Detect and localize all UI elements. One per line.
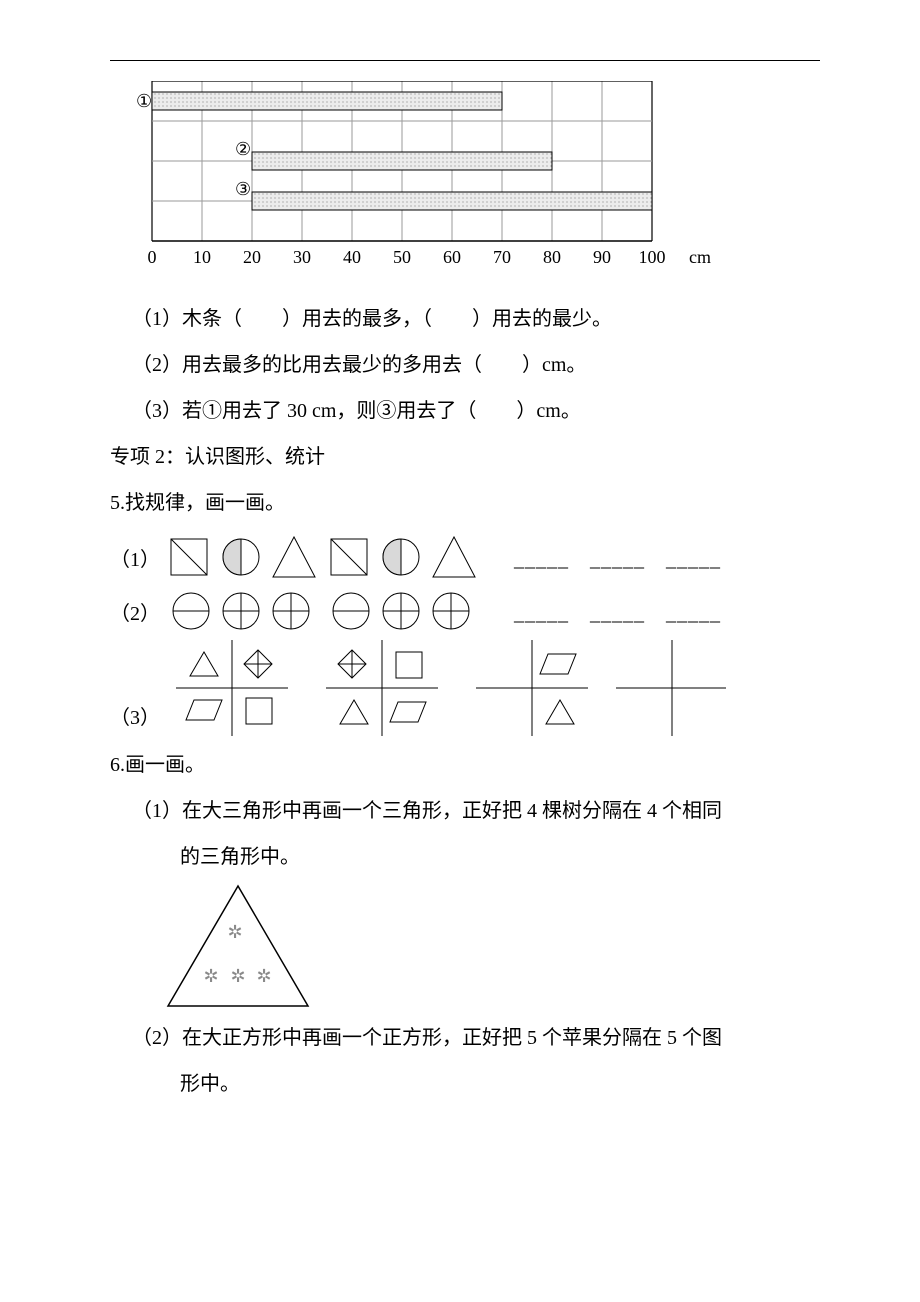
pattern-row-3: （3） — [110, 640, 820, 736]
tree-icon: ✲ — [256, 966, 271, 986]
tree-icon: ✲ — [203, 966, 218, 986]
pattern-1-label: （1） — [110, 543, 166, 572]
svg-text:40: 40 — [343, 247, 361, 267]
triangle-figure-svg: ✲ ✲ ✲ ✲ — [162, 880, 322, 1015]
pattern-3-label: （3） — [110, 701, 166, 736]
axis-tick-labels: 0 10 20 30 40 50 60 70 80 90 100 cm — [148, 247, 712, 267]
pattern-row-1: （1） _____ _____ _____ — [110, 532, 820, 582]
svg-text:60: 60 — [443, 247, 461, 267]
bar-chart-svg: ① ② ③ 0 10 20 30 40 50 60 70 80 90 100 c… — [122, 81, 722, 286]
question-4-3: （3）若①用去了 30 cm，则③用去了（ ）cm。 — [110, 388, 820, 434]
svg-text:20: 20 — [243, 247, 261, 267]
pattern-row-2: （2） _____ _____ _____ — [110, 588, 820, 634]
svg-text:50: 50 — [393, 247, 411, 267]
svg-text:30: 30 — [293, 247, 311, 267]
tree-icon: ✲ — [227, 922, 242, 942]
pattern-2-svg — [166, 588, 496, 634]
question-6-2-line2: 形中。 — [110, 1061, 820, 1107]
question-6-1-line2: 的三角形中。 — [110, 834, 820, 880]
pattern-2-label: （2） — [110, 597, 166, 626]
tree-icon: ✲ — [230, 966, 245, 986]
svg-text:10: 10 — [193, 247, 211, 267]
axis-unit-label: cm — [689, 247, 711, 267]
pattern-1-svg — [166, 532, 496, 582]
svg-text:80: 80 — [543, 247, 561, 267]
pattern-1-blanks: _____ _____ _____ — [514, 543, 721, 572]
bar-label-3: ③ — [235, 179, 251, 199]
tree-icons: ✲ ✲ ✲ ✲ — [203, 922, 271, 986]
question-5-heading: 5.找规律，画一画。 — [110, 480, 820, 526]
svg-text:70: 70 — [493, 247, 511, 267]
svg-text:90: 90 — [593, 247, 611, 267]
page: ① ② ③ 0 10 20 30 40 50 60 70 80 90 100 c… — [0, 0, 920, 1167]
question-4-2: （2）用去最多的比用去最少的多用去（ ）cm。 — [110, 342, 820, 388]
pattern-3-svg — [166, 640, 726, 736]
question-6-2-line1: （2）在大正方形中再画一个正方形，正好把 5 个苹果分隔在 5 个图 — [110, 1015, 820, 1061]
pattern-2-blanks: _____ _____ _____ — [514, 597, 721, 626]
triangle-figure: ✲ ✲ ✲ ✲ — [162, 880, 820, 1015]
section-2-heading: 专项 2：认识图形、统计 — [110, 434, 820, 480]
question-4-1: （1）木条（ ）用去的最多，（ ）用去的最少。 — [110, 296, 820, 342]
bar-chart: ① ② ③ 0 10 20 30 40 50 60 70 80 90 100 c… — [122, 81, 820, 286]
top-horizontal-rule — [110, 60, 820, 61]
question-6-heading: 6.画一画。 — [110, 742, 820, 788]
svg-text:100: 100 — [639, 247, 666, 267]
bar-label-2: ② — [235, 139, 251, 159]
bar-label-1: ① — [136, 91, 152, 111]
question-6-1-line1: （1）在大三角形中再画一个三角形，正好把 4 棵树分隔在 4 个相同 — [110, 788, 820, 834]
svg-text:0: 0 — [148, 247, 157, 267]
